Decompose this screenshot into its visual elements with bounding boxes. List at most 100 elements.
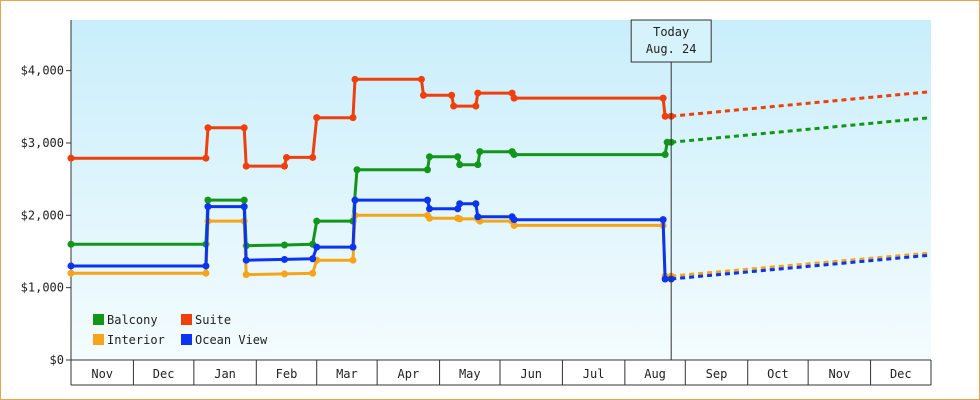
data-point-ocean-view: [472, 200, 480, 208]
data-point-suite: [240, 124, 248, 132]
data-point-interior: [280, 270, 288, 278]
data-point-suite: [313, 114, 321, 122]
data-point-ocean-view: [426, 205, 434, 213]
data-point-ocean-view: [240, 203, 248, 211]
month-label: Sep: [706, 367, 728, 381]
data-point-balcony: [510, 151, 518, 159]
data-point-suite: [474, 89, 482, 97]
data-point-balcony: [423, 166, 431, 174]
data-point-suite: [349, 114, 357, 122]
data-point-ocean-view: [309, 255, 317, 263]
data-point-ocean-view: [67, 262, 75, 270]
legend-swatch: [181, 314, 192, 325]
forecast-line-interior: [671, 251, 932, 278]
forecast-line-ocean-view: [671, 253, 932, 281]
legend-swatch: [181, 334, 192, 345]
data-point-suite: [283, 153, 291, 161]
data-point-suite: [661, 112, 669, 120]
data-point-suite: [510, 94, 518, 102]
plot-background: [71, 20, 931, 360]
data-point-ocean-view: [474, 213, 482, 221]
data-point-ocean-view: [204, 203, 212, 211]
month-label: Dec: [890, 367, 912, 381]
y-tick-label: $2,000: [21, 208, 64, 222]
data-point-suite: [448, 91, 456, 99]
data-point-balcony: [353, 166, 361, 174]
y-tick-label: $3,000: [21, 136, 64, 150]
data-point-ocean-view: [661, 275, 669, 283]
data-point-balcony: [456, 161, 464, 169]
data-point-suite: [472, 102, 480, 110]
data-point-interior: [242, 271, 250, 279]
data-point-balcony: [426, 153, 434, 161]
data-point-balcony: [280, 241, 288, 249]
legend-swatch: [93, 314, 104, 325]
forecast-line-balcony: [671, 116, 932, 144]
y-tick-label: $4,000: [21, 64, 64, 78]
data-point-suite: [202, 154, 210, 162]
data-point-ocean-view: [351, 196, 359, 204]
month-label: Nov: [91, 367, 113, 381]
month-label: Aug: [644, 367, 666, 381]
legend-label: Ocean View: [195, 333, 268, 347]
data-point-ocean-view: [313, 243, 321, 251]
data-point-interior: [510, 221, 518, 229]
today-label: Today: [653, 25, 689, 39]
data-point-balcony: [476, 148, 484, 156]
month-label: Jan: [214, 367, 236, 381]
forecast-line-suite: [671, 90, 932, 118]
data-point-suite: [280, 162, 288, 170]
data-point-interior: [202, 269, 210, 277]
today-label-box: [630, 19, 712, 63]
data-point-balcony: [474, 161, 482, 169]
data-point-interior: [426, 214, 434, 222]
legend-label: Suite: [195, 313, 231, 327]
month-label: Mar: [336, 367, 358, 381]
data-point-ocean-view: [659, 216, 667, 224]
y-tick-label: $0: [50, 353, 64, 367]
data-point-balcony: [454, 153, 462, 161]
legend-label: Interior: [107, 333, 165, 347]
data-point-interior: [67, 269, 75, 277]
data-point-suite: [67, 154, 75, 162]
data-point-ocean-view: [456, 200, 464, 208]
legend-label: Balcony: [107, 313, 158, 327]
data-point-balcony: [313, 217, 321, 225]
data-point-interior: [456, 215, 464, 223]
legend-swatch: [93, 334, 104, 345]
today-date-label: Aug. 24: [646, 42, 697, 56]
data-point-suite: [351, 75, 359, 83]
y-tick-label: $1,000: [21, 281, 64, 295]
month-label: Jun: [520, 367, 542, 381]
series-layer: [67, 75, 932, 283]
axes: $0 $1,000 $2,000 $3,000 $4,000 Nov Dec Jan Feb Ma…: [21, 20, 932, 386]
data-point-balcony: [67, 240, 75, 248]
month-label: May: [459, 367, 481, 381]
data-point-balcony: [204, 196, 212, 204]
month-label: Nov: [829, 367, 851, 381]
data-point-balcony: [240, 196, 248, 204]
month-label: Oct: [767, 367, 789, 381]
data-point-suite: [659, 94, 667, 102]
legend: Balcony Suite Interior Ocean View: [93, 313, 268, 347]
data-point-interior: [309, 269, 317, 277]
data-point-suite: [419, 91, 427, 99]
data-point-ocean-view: [510, 216, 518, 224]
data-point-ocean-view: [202, 262, 210, 270]
data-point-suite: [204, 124, 212, 132]
today-marker: Today Aug. 24: [630, 19, 712, 360]
data-point-ocean-view: [423, 196, 431, 204]
month-label: Dec: [153, 367, 175, 381]
data-point-suite: [450, 102, 458, 110]
data-point-suite: [417, 75, 425, 83]
data-point-ocean-view: [280, 255, 288, 263]
data-point-ocean-view: [242, 256, 250, 264]
month-label: Jul: [583, 367, 605, 381]
data-point-interior: [349, 256, 357, 264]
month-label: Feb: [276, 367, 298, 381]
data-point-balcony: [661, 151, 669, 159]
data-point-suite: [242, 162, 250, 170]
data-point-suite: [309, 153, 317, 161]
month-label: Apr: [398, 367, 420, 381]
